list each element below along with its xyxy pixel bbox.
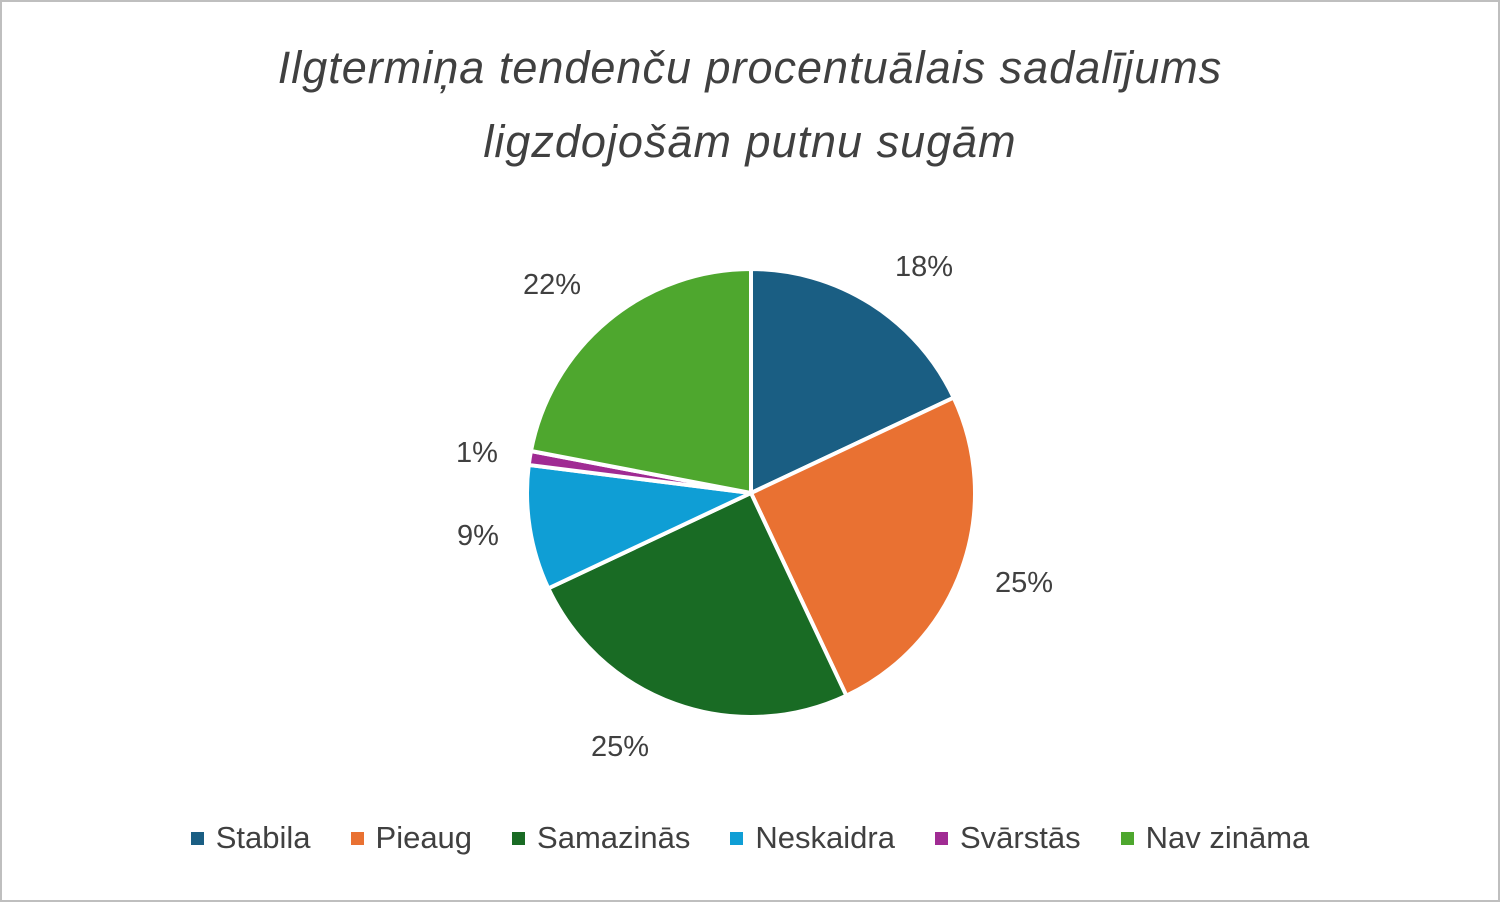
legend-item-neskaidra: Neskaidra	[730, 820, 895, 856]
legend-swatch	[350, 831, 364, 845]
pie-slice-stabila	[749, 266, 957, 497]
data-label-nav-zināma: 22%	[523, 269, 581, 301]
data-label-samazinās: 25%	[591, 731, 649, 763]
pie-slice-samazinās	[545, 490, 850, 719]
chart-title-line-1: Ilgtermiņa tendenču procentuālais sadalī…	[277, 42, 1223, 93]
legend-label: Nav zināma	[1145, 820, 1310, 855]
data-label-svārstās: 1%	[456, 437, 498, 469]
legend-item-nav-zināma: Nav zināma	[1120, 820, 1310, 856]
legend-item-svārstās: Svārstās	[934, 820, 1081, 856]
legend-swatch	[512, 831, 526, 845]
legend-label: Svārstās	[959, 820, 1081, 855]
legend-swatch	[1120, 831, 1134, 845]
legend-item-pieaug: Pieaug	[350, 820, 473, 856]
pie-slice-pieaug	[748, 394, 977, 699]
data-label-stabila: 18%	[895, 251, 953, 283]
chart-title-line-2: ligzdojošām putnu sugām	[483, 116, 1017, 167]
chart-legend: Stabila Pieaug Samazinās Neskaidra Svārstās N…	[2, 820, 1498, 856]
data-label-pieaug: 25%	[995, 567, 1053, 599]
legend-item-stabila: Stabila	[190, 820, 311, 856]
legend-label: Samazinās	[537, 820, 691, 855]
legend-swatch	[934, 831, 948, 845]
legend-swatch	[730, 831, 744, 845]
legend-label: Pieaug	[375, 820, 473, 855]
legend-label: Neskaidra	[755, 820, 895, 855]
pie-slice-nav-zināma	[528, 266, 753, 496]
data-label-neskaidra: 9%	[457, 520, 499, 552]
pie-chart: 18% 25% 25% 9% 1% 22%	[456, 251, 1053, 763]
legend-item-samazinās: Samazinās	[512, 820, 690, 856]
legend-label: Stabila	[215, 820, 311, 855]
pie-slice-neskaidra	[525, 462, 759, 592]
legend-swatch	[190, 831, 204, 845]
